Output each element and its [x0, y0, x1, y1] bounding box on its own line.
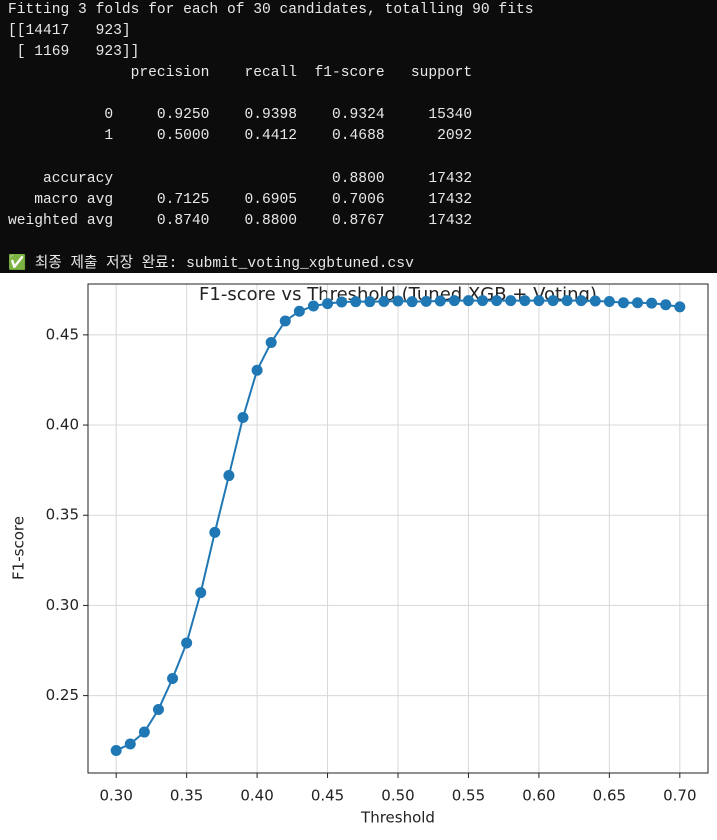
console-line: [[14417 923]: [8, 23, 131, 39]
report-row: 0 0.9250 0.9398 0.9324 15340: [8, 107, 473, 123]
data-point: [138, 726, 150, 738]
data-point: [124, 738, 136, 750]
data-point: [237, 411, 249, 423]
report-row: weighted avg 0.8740 0.8800 0.8767 17432: [8, 213, 473, 229]
data-point: [477, 295, 489, 307]
report-row: 1 0.5000 0.4412 0.4688 2092: [8, 128, 473, 144]
report-row: accuracy 0.8800 17432: [8, 171, 473, 187]
console-output: Fitting 3 folds for each of 30 candidate…: [0, 0, 717, 273]
x-tick-label: 0.65: [593, 787, 626, 805]
data-point: [674, 301, 686, 313]
report-row: macro avg 0.7125 0.6905 0.7006 17432: [8, 192, 473, 208]
data-point: [406, 296, 418, 308]
data-point: [533, 295, 545, 307]
report-header: precision recall f1-score support: [8, 65, 473, 81]
data-point: [209, 526, 221, 538]
data-point: [575, 295, 587, 307]
x-axis-label: Threshold: [360, 809, 435, 827]
data-point: [307, 300, 319, 312]
data-point: [152, 704, 164, 716]
console-message: ✅ 최종 제출 저장 완료: submit_voting_xgbtuned.cs…: [8, 256, 414, 272]
data-point: [462, 295, 474, 307]
data-point: [167, 672, 179, 684]
data-point: [181, 637, 193, 649]
x-tick-label: 0.60: [522, 787, 555, 805]
data-point: [561, 295, 573, 307]
data-point: [195, 587, 207, 599]
data-point: [378, 295, 390, 307]
data-point: [519, 295, 531, 307]
x-tick-label: 0.50: [381, 787, 414, 805]
data-point: [420, 295, 432, 307]
data-point: [434, 295, 446, 307]
data-point: [364, 296, 376, 308]
data-point: [350, 296, 362, 308]
data-point: [293, 305, 305, 317]
y-tick-label: 0.40: [46, 416, 79, 434]
x-tick-label: 0.35: [170, 787, 203, 805]
data-point: [632, 297, 644, 309]
data-point: [589, 295, 601, 307]
data-point: [251, 364, 263, 376]
data-point: [491, 295, 503, 307]
plot-frame: [87, 283, 709, 774]
data-point: [110, 744, 122, 756]
y-tick-label: 0.35: [46, 506, 79, 524]
chart: F1-score vs Threshold (Tuned XGB + Votin…: [10, 283, 709, 827]
y-axis-label: F1-score: [10, 516, 28, 580]
data-point: [265, 336, 277, 348]
data-point: [448, 295, 460, 307]
x-tick-label: 0.70: [663, 787, 696, 805]
x-tick-label: 0.45: [311, 787, 344, 805]
data-point: [505, 295, 517, 307]
data-point: [646, 297, 658, 309]
data-point: [223, 470, 235, 482]
data-point: [336, 296, 348, 308]
console-line: Fitting 3 folds for each of 30 candidate…: [8, 2, 534, 18]
console-line: [ 1169 923]]: [8, 44, 140, 60]
data-point: [617, 297, 629, 309]
x-tick-label: 0.30: [99, 787, 132, 805]
data-point: [392, 295, 404, 307]
data-point: [322, 298, 334, 310]
data-point: [603, 295, 615, 307]
data-point: [660, 299, 672, 311]
y-tick-label: 0.30: [46, 596, 79, 614]
y-tick-label: 0.45: [46, 325, 79, 343]
y-tick-label: 0.25: [46, 686, 79, 704]
data-point: [279, 315, 291, 327]
x-tick-label: 0.55: [452, 787, 485, 805]
data-point: [547, 295, 559, 307]
x-tick-label: 0.40: [240, 787, 273, 805]
